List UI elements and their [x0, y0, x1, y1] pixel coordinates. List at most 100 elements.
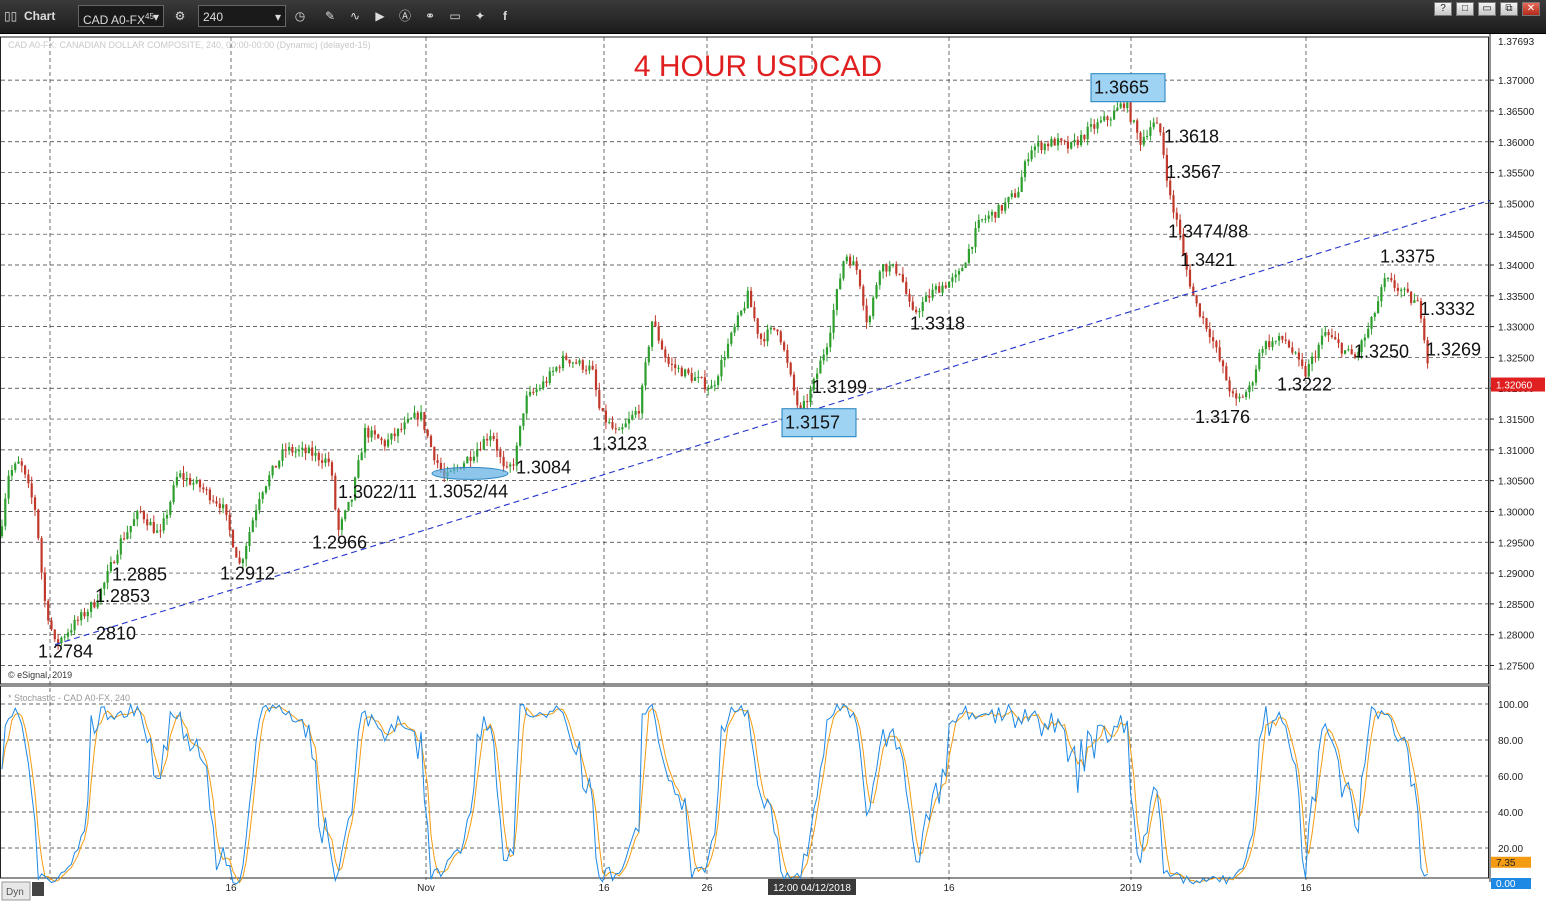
- pencil-icon[interactable]: ✎: [324, 9, 336, 23]
- candle-body: [753, 307, 756, 319]
- grid: [0, 36, 1489, 880]
- candle-body: [608, 422, 611, 424]
- candle-body: [931, 289, 934, 298]
- wave-icon[interactable]: ∿: [349, 9, 361, 23]
- candle-body: [941, 285, 944, 293]
- candle-body: [849, 256, 852, 266]
- candle-body: [152, 522, 155, 533]
- chart-toolbar: ▯▯ Chart CAD A0-FX45 ▾ ⚙ 240 ▾ ◷ ✎ ∿ ▶ Ⓐ ⚭…: [0, 0, 1546, 34]
- candle-body: [1327, 332, 1330, 336]
- layout-icon[interactable]: ▯▯: [4, 9, 18, 23]
- candle-body: [631, 414, 634, 419]
- candle-body: [809, 389, 812, 403]
- candle-body: [1317, 344, 1320, 358]
- scroll-left-button[interactable]: [32, 882, 44, 896]
- clock-icon[interactable]: ◷: [294, 9, 306, 23]
- help-button[interactable]: ?: [1434, 2, 1452, 16]
- chevron-down-icon[interactable]: ▾: [152, 10, 159, 24]
- chevron-down-icon[interactable]: ▾: [274, 10, 281, 24]
- play-icon[interactable]: ▶: [375, 9, 385, 23]
- candle-body: [1202, 316, 1205, 319]
- close-button[interactable]: ✕: [1522, 2, 1540, 16]
- y-tick-label: 1.32500: [1498, 353, 1535, 364]
- candle-body: [63, 636, 66, 638]
- price-annotation: 1.3157: [785, 413, 840, 433]
- candle-body: [1235, 393, 1238, 399]
- chart-title: 4 HOUR USDCAD: [634, 50, 882, 83]
- candle-body: [27, 474, 30, 484]
- dyn-button[interactable]: [1, 881, 31, 901]
- candle-body: [997, 205, 1000, 218]
- candle-body: [1254, 369, 1258, 383]
- candle-body: [875, 285, 878, 298]
- settings-icon[interactable]: ⚙: [174, 9, 186, 23]
- candle-body: [370, 430, 373, 438]
- candle-body: [195, 480, 198, 484]
- interval-input[interactable]: 240 ▾: [198, 5, 286, 27]
- candle-body: [139, 511, 142, 513]
- candle-body: [624, 423, 627, 428]
- candle-body: [192, 483, 195, 485]
- stoch-tick-label: 40.00: [1498, 808, 1523, 819]
- candle-body: [1221, 360, 1225, 367]
- y-tick-label: 1.34500: [1498, 230, 1535, 241]
- symbol-input[interactable]: CAD A0-FX45 ▾: [78, 5, 164, 27]
- candle-body: [116, 554, 119, 564]
- candle-body: [743, 307, 746, 311]
- candle-body: [1205, 318, 1208, 329]
- twitter-icon[interactable]: ✦: [474, 9, 486, 23]
- candle-body: [37, 509, 40, 539]
- candle-body: [908, 293, 911, 302]
- candle-body: [429, 435, 433, 447]
- candle-body: [924, 295, 928, 302]
- candle-body: [123, 538, 126, 540]
- candle-body: [433, 446, 436, 461]
- y-tick-label: 1.33000: [1498, 323, 1535, 334]
- candle-body: [1268, 341, 1271, 348]
- candle-body: [218, 503, 221, 509]
- candle-body: [50, 620, 53, 630]
- candle-body: [462, 463, 466, 469]
- candle-body: [162, 518, 165, 531]
- price-annotation: 1.3318: [910, 314, 965, 334]
- price-annotation: 1.2885: [112, 564, 167, 584]
- candle-body: [1169, 180, 1172, 196]
- candle-body: [1056, 138, 1060, 146]
- maximize-panel-button[interactable]: □: [1456, 2, 1474, 16]
- candle-body: [400, 428, 403, 430]
- candle-body: [159, 530, 162, 532]
- candle-body: [515, 445, 518, 466]
- candle-body: [113, 562, 116, 564]
- candle-body: [726, 343, 730, 358]
- candle-body: [215, 501, 218, 504]
- link-icon[interactable]: ⚭: [424, 9, 436, 23]
- candle-body: [829, 332, 832, 348]
- facebook-icon[interactable]: f: [503, 9, 507, 23]
- minimize-button[interactable]: ▭: [1478, 2, 1496, 16]
- candle-body: [1324, 332, 1327, 336]
- candle-body: [915, 309, 918, 313]
- candle-body: [644, 362, 647, 386]
- stochastic-pane: [1, 702, 1429, 885]
- candle-body: [1182, 234, 1185, 256]
- price-annotation: 1.3176: [1195, 407, 1250, 427]
- restore-button[interactable]: ⧉: [1500, 2, 1518, 16]
- last-price-label: 1.32060: [1496, 381, 1533, 392]
- comment-icon[interactable]: ▭: [449, 9, 461, 23]
- candle-body: [406, 419, 409, 423]
- alert-icon[interactable]: Ⓐ: [398, 9, 411, 23]
- candle-body: [1241, 396, 1244, 398]
- trendline[interactable]: [54, 199, 1491, 646]
- candle-body: [1109, 119, 1112, 121]
- candle-body: [241, 559, 244, 564]
- candle-body: [383, 440, 386, 447]
- candle-body: [1070, 141, 1073, 149]
- candle-body: [99, 588, 103, 602]
- price-annotation: 1.2966: [312, 532, 367, 552]
- candle-body: [750, 290, 753, 308]
- candle-body: [911, 301, 914, 310]
- interval-value: 240: [203, 10, 224, 24]
- candle-body: [545, 381, 548, 383]
- candle-body: [314, 452, 317, 456]
